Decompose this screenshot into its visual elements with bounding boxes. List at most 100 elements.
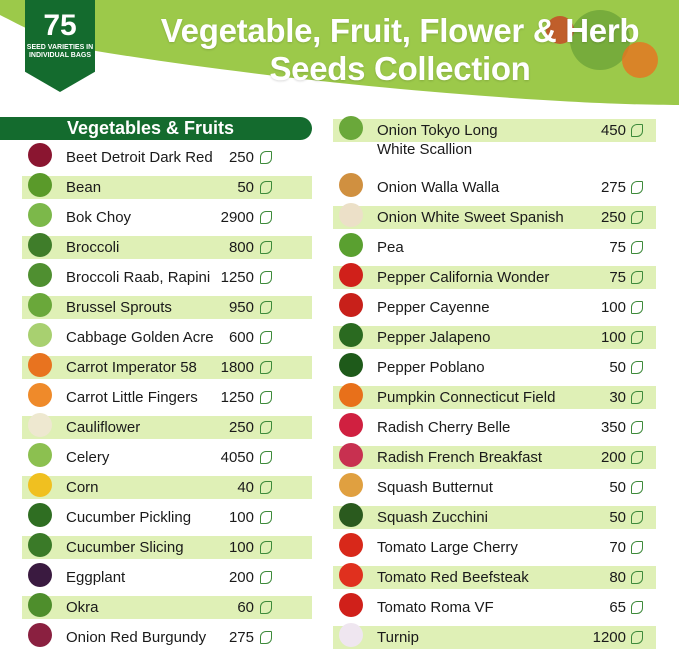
seed-quantity: 1200 [592,629,626,646]
item-name: Onion Red Burgundy [66,629,207,646]
seed-leaf-icon [260,391,272,404]
seed-list-item: Squash Zucchini 50 [333,503,656,529]
seed-list-item: Carrot Imperator 58 1800 [22,353,312,379]
vegetable-image [28,293,52,317]
seed-leaf-icon [631,571,643,584]
item-name: Onion White Sweet Spanish [377,209,564,226]
vegetable-image [339,323,363,347]
item-name: Eggplant [66,569,126,586]
item-name: Okra [66,599,99,616]
item-name: Onion Walla Walla [377,179,500,196]
item-name: Bean [66,179,102,196]
seed-quantity: 30 [609,389,626,406]
seed-quantity: 250 [600,209,626,226]
item-name: Brussel Sprouts [66,299,172,316]
seed-list-item: Cabbage Golden Acre 600 [22,323,312,349]
seed-leaf-icon [631,511,643,524]
seed-list-item: Onion Red Burgundy 275 [22,623,312,649]
item-name: Turnip [377,629,419,646]
seed-list-item: Tomato Red Beefsteak 80 [333,563,656,589]
item-name: Cucumber Slicing [66,539,184,556]
seed-leaf-icon [631,361,643,374]
item-name: Cucumber Pickling [66,509,192,526]
seed-leaf-icon [260,481,272,494]
item-name: Pea [377,239,404,256]
vegetable-image [28,263,52,287]
vegetable-image [339,203,363,227]
seed-list-item: Cucumber Slicing 100 [22,533,312,559]
seed-quantity: 100 [600,299,626,316]
seed-quantity: 65 [609,599,626,616]
seed-list-item: Broccoli 800 [22,233,312,259]
vegetable-image [28,593,52,617]
header-background [0,0,679,105]
item-name: Tomato Roma VF [377,599,494,616]
seed-quantity: 600 [228,329,254,346]
seed-list-item: Bean 50 [22,173,312,199]
seed-leaf-icon [631,601,643,614]
seed-list-item: Tomato Large Cherry 70 [333,533,656,559]
seed-quantity: 50 [237,179,254,196]
seed-quantity: 50 [609,359,626,376]
vegetable-image [339,263,363,287]
seed-leaf-icon [260,451,272,464]
seed-quantity: 60 [237,599,254,616]
item-name: Broccoli Raab, Rapini [66,269,211,286]
seed-quantity: 4050 [220,449,254,466]
seed-list-item: Eggplant 200 [22,563,312,589]
vegetable-image [28,233,52,257]
item-name: Squash Zucchini [377,509,488,526]
seed-list-item: Onion White Sweet Spanish 250 [333,203,656,229]
vegetable-image [339,533,363,557]
item-name: Broccoli [66,239,120,256]
vegetable-image [28,443,52,467]
vegetable-image [339,623,363,647]
item-name: Tomato Large Cherry [377,539,518,556]
seed-quantity: 40 [237,479,254,496]
seed-quantity: 250 [228,419,254,436]
badge-number: 75 [43,9,77,42]
seed-leaf-icon [260,331,272,344]
item-name: Pepper Cayenne [377,299,490,316]
seed-list-item: Corn 40 [22,473,312,499]
vegetable-image [339,503,363,527]
item-name: Carrot Imperator 58 [66,359,197,376]
seed-quantity: 100 [228,509,254,526]
seed-quantity: 800 [228,239,254,256]
title-line-1: Vegetable, Fruit, Flower & Herb [160,12,640,49]
seed-quantity: 100 [600,329,626,346]
seed-quantity: 1800 [220,359,254,376]
seed-leaf-icon [631,631,643,644]
seed-leaf-icon [631,481,643,494]
vegetable-image [28,173,52,197]
seed-leaf-icon [631,241,643,254]
seed-leaf-icon [260,151,272,164]
item-name: Bok Choy [66,209,132,226]
vegetable-image [28,623,52,647]
seed-leaf-icon [260,241,272,254]
seed-leaf-icon [260,511,272,524]
seed-list-item: Brussel Sprouts 950 [22,293,312,319]
seed-leaf-icon [260,541,272,554]
seed-quantity: 75 [609,269,626,286]
seed-leaf-icon [631,271,643,284]
vegetable-image [339,563,363,587]
seed-leaf-icon [631,301,643,314]
seed-list-item: Pepper Cayenne 100 [333,293,656,319]
seed-quantity: 350 [600,419,626,436]
seed-list-item: Onion Walla Walla 275 [333,173,656,199]
seed-list-item: Okra 60 [22,593,312,619]
seed-list-item: Bok Choy 2900 [22,203,312,229]
item-name: Onion Tokyo Long White Scallion [377,122,498,158]
vegetable-image [339,293,363,317]
seed-leaf-icon [260,301,272,314]
seed-quantity: 275 [600,179,626,196]
vegetable-image [28,203,52,227]
seed-leaf-icon [631,421,643,434]
vegetable-image [339,173,363,197]
seed-list-item: Celery 4050 [22,443,312,469]
page-title: Vegetable, Fruit, Flower & Herb Seeds Co… [110,12,679,88]
vegetable-image [339,383,363,407]
seed-list-item: Radish French Breakfast 200 [333,443,656,469]
item-name: Radish Cherry Belle [377,419,511,436]
